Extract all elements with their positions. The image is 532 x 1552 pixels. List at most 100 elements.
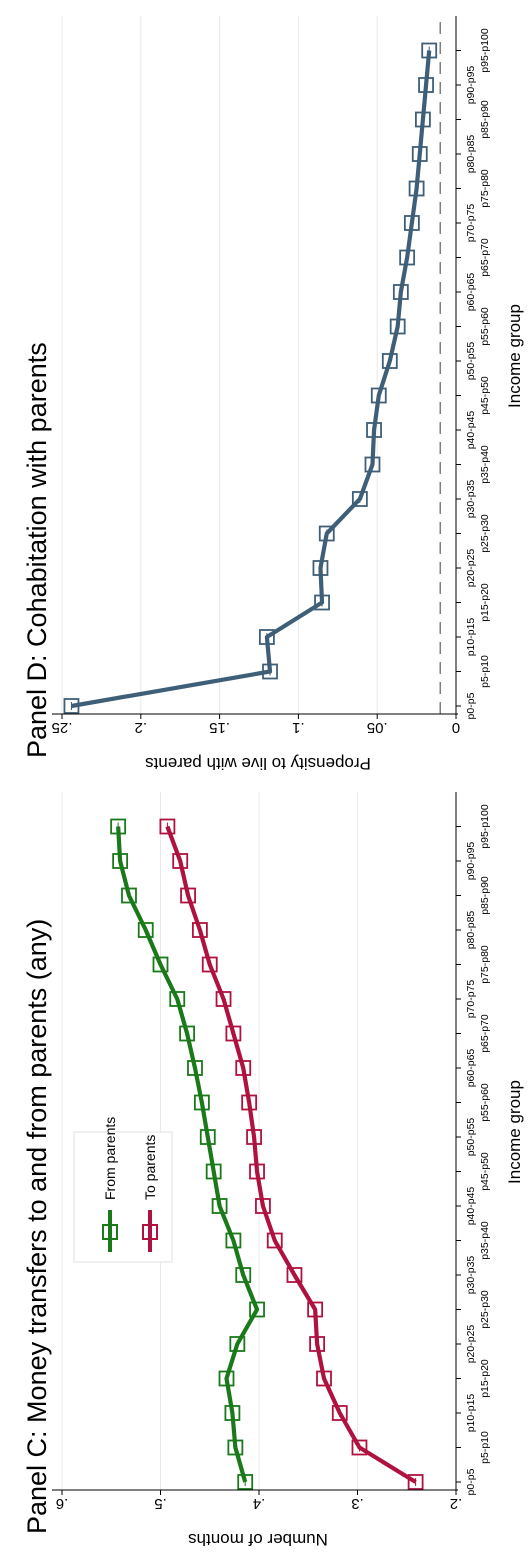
panel-d-x-tick-label: p80-p85 bbox=[465, 135, 477, 174]
panel-c-series-line-0 bbox=[116, 826, 260, 1483]
panel-c-x-axis-label: Income group bbox=[505, 1080, 524, 1184]
panel-d-data-point bbox=[370, 387, 387, 404]
panel-d-x-tick-label: p60-p65 bbox=[465, 273, 477, 312]
panel-d-x-tick-label: p40-p45 bbox=[465, 411, 477, 450]
panel-d-x-tick-label: p15-p20 bbox=[479, 583, 491, 622]
panel-c-data-point bbox=[211, 1198, 228, 1214]
panel-d-data-point bbox=[364, 456, 381, 473]
panel-d-x-tick-label: p55-p60 bbox=[479, 307, 491, 346]
panel-d-plot-area bbox=[63, 42, 438, 714]
panel-c-data-point bbox=[179, 1025, 195, 1042]
panel-c-x-tick-label: p20-p25 bbox=[465, 1325, 477, 1364]
panel-c-x-tick-label: p45-p50 bbox=[479, 1152, 491, 1191]
panel-c-x-tick-label: p85-p90 bbox=[479, 876, 491, 915]
panel-c-y-tick-label: .5 bbox=[154, 1495, 167, 1512]
panel-c-y-tick-label: .6 bbox=[56, 1495, 69, 1512]
panel-d-data-point bbox=[411, 146, 428, 162]
panel-c-title: Panel C: Money transfers to and from par… bbox=[22, 919, 52, 1534]
panel-d-data-point bbox=[381, 353, 398, 369]
panel-d-x-tick-label: p65-p70 bbox=[479, 238, 491, 277]
panel-d-data-point bbox=[351, 491, 368, 507]
panel-c-data-point bbox=[191, 922, 208, 938]
panel-c-data-point bbox=[201, 956, 218, 973]
panel-d-x-tick-label: p30-p35 bbox=[465, 480, 477, 519]
panel-c-data-point bbox=[266, 1232, 283, 1249]
legend-marker-from-parents bbox=[102, 1224, 118, 1240]
panel-d-y-tick-label: .05 bbox=[367, 719, 388, 736]
panel-c-data-point bbox=[110, 818, 127, 835]
panel-c-data-point bbox=[237, 1474, 254, 1490]
panel-c-data-point bbox=[235, 1060, 252, 1076]
panel-c-legend: From parents To parents bbox=[73, 1117, 173, 1263]
panel-d-y-tick-label: .1 bbox=[292, 719, 305, 736]
panel-c-x-tick-label: p25-p30 bbox=[479, 1290, 491, 1329]
panel-d-data-point bbox=[408, 180, 425, 197]
panel-c-data-point bbox=[225, 1025, 242, 1042]
panel-c-y-axis-label: Number of months bbox=[188, 1530, 328, 1549]
panel-d-data-point bbox=[415, 111, 431, 128]
panel-c-x-tick-label: p70-p75 bbox=[465, 980, 477, 1019]
panel-d-x-tick-label: p35-p40 bbox=[479, 445, 491, 484]
panel-c-data-point bbox=[180, 887, 196, 904]
panel-d-x-tick-label: p75-p80 bbox=[479, 169, 491, 208]
panel-c-data-point bbox=[286, 1267, 303, 1283]
panel-d-x-tick-label: p20-p25 bbox=[465, 549, 477, 588]
panel-d-data-point bbox=[389, 318, 406, 335]
panel-c-data-point bbox=[249, 1301, 265, 1318]
panel-c-data-point bbox=[159, 818, 176, 835]
panel-c-background bbox=[0, 776, 532, 1552]
panel-c-x-tick-label: p95-p100 bbox=[479, 804, 491, 849]
panel-c-x-tick-label: p50-p55 bbox=[465, 1118, 477, 1157]
panel-d-series-line-0 bbox=[71, 50, 432, 709]
panel-c-data-point bbox=[121, 887, 137, 904]
panel-d-data-point bbox=[262, 663, 278, 680]
panel-c-money-transfers: Panel C: Money transfers to and from par… bbox=[0, 776, 532, 1552]
panel-c-data-point bbox=[137, 922, 154, 938]
panel-d-x-tick-label: p5-p10 bbox=[479, 655, 491, 688]
panel-d-data-point bbox=[392, 284, 409, 300]
panel-c-axes: .2 .3 .4 .5 .6 p0-p5p5-p10p10-p15p15-p20p20-p… bbox=[52, 792, 491, 1512]
panel-c-data-point bbox=[307, 1301, 324, 1318]
panel-d-data-point bbox=[314, 594, 330, 611]
panel-c-plot-area bbox=[110, 818, 424, 1490]
panel-d-x-tick-label: p70-p75 bbox=[465, 204, 477, 243]
panel-c-data-point bbox=[246, 1129, 262, 1145]
panel-d-x-tick-label: p90-p95 bbox=[465, 66, 477, 105]
panel-d-x-axis-label: Income group bbox=[505, 304, 524, 408]
panel-d-y-tick-label: .2 bbox=[135, 719, 148, 736]
panel-c-y-tick-label: .4 bbox=[253, 1495, 266, 1512]
panel-c-x-tick-label: p30-p35 bbox=[465, 1256, 477, 1295]
panel-c-data-point bbox=[249, 1163, 265, 1180]
panel-c-data-point bbox=[255, 1198, 271, 1214]
panel-d-data-point bbox=[421, 42, 438, 59]
panel-c-data-point bbox=[193, 1094, 210, 1111]
panel-c-x-tick-label: p60-p65 bbox=[465, 1049, 477, 1088]
panel-c-data-point bbox=[205, 1163, 222, 1180]
panel-c-y-tick-label: .3 bbox=[351, 1495, 364, 1512]
panel-d-title: Panel D: Cohabitation with parents bbox=[22, 342, 52, 758]
panel-c-data-point bbox=[199, 1129, 216, 1145]
panel-c-data-point bbox=[225, 1232, 242, 1249]
panel-c-data-point bbox=[218, 1370, 235, 1387]
panel-c-data-point bbox=[224, 1405, 241, 1421]
panel-d-data-point bbox=[403, 215, 420, 231]
panel-d-x-tick-label: p85-p90 bbox=[479, 100, 491, 139]
panel-d-cohabitation: Panel D: Cohabitation with parents 0 .05.… bbox=[0, 0, 532, 776]
panel-d-x-tick-label: p45-p50 bbox=[479, 376, 491, 415]
panel-d-y-axis-label: Propensity to live with parents bbox=[145, 754, 371, 773]
panel-d-data-point bbox=[258, 629, 275, 645]
panel-d-x-tick-label: p10-p15 bbox=[465, 618, 477, 657]
panel-d-data-point bbox=[418, 77, 434, 93]
panel-d-x-tick-label: p0-p5 bbox=[465, 692, 477, 719]
panel-c-data-point bbox=[351, 1439, 368, 1456]
panel-d-background bbox=[0, 0, 532, 776]
legend-label-from-parents: From parents bbox=[102, 1117, 118, 1200]
panel-c-x-tick-label: p40-p45 bbox=[465, 1187, 477, 1226]
panel-d-gridlines bbox=[61, 16, 457, 714]
panel-c-data-point bbox=[309, 1336, 326, 1352]
panel-c-data-point bbox=[241, 1094, 258, 1111]
panel-c-series-line-1 bbox=[165, 825, 417, 1484]
legend-label-to-parents: To parents bbox=[142, 1135, 158, 1200]
panel-c-data-point bbox=[169, 991, 186, 1007]
